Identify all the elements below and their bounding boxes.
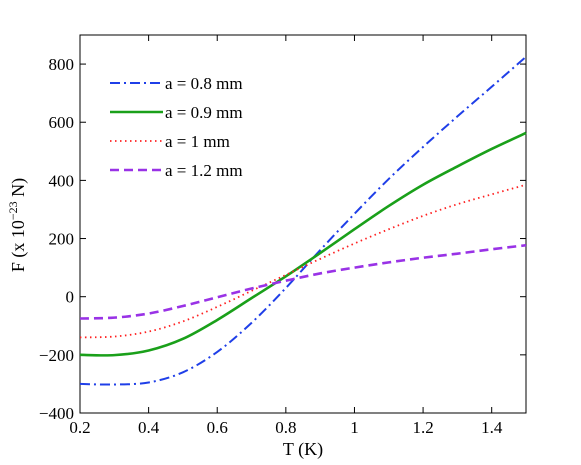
- x-tick-label: 0.6: [207, 418, 228, 437]
- x-axis-ticks: 0.2 0.4 0.6 0.8 1 1.2 1.4: [69, 35, 503, 437]
- x-tick-label: 1: [350, 418, 359, 437]
- y-tick-label: −200: [39, 346, 74, 365]
- y-axis-label-suffix: N): [8, 178, 29, 202]
- series-line-3: [79, 243, 527, 320]
- x-tick-label: 0.8: [275, 418, 296, 437]
- y-tick-label: 200: [49, 230, 75, 249]
- y-tick-label: 0: [66, 288, 75, 307]
- x-tick-label: 1.2: [412, 418, 433, 437]
- series-line-2: [79, 183, 527, 339]
- y-axis-label: F (x 10−23 N): [6, 178, 29, 272]
- y-tick-label: −400: [39, 404, 74, 423]
- legend-entry-label: a = 0.9 mm: [165, 103, 243, 122]
- legend-entry-label: a = 1 mm: [165, 132, 230, 151]
- x-axis-label: T (K): [283, 439, 323, 460]
- series-line-1: [79, 131, 527, 357]
- series-layer: [79, 56, 527, 386]
- legend-entry-label: a = 1.2 mm: [165, 161, 243, 180]
- legend: a = 0.8 mm a = 0.9 mm a = 1 mm a = 1.2 mm: [110, 74, 243, 180]
- x-tick-label: 0.4: [138, 418, 160, 437]
- y-tick-label: 600: [49, 113, 75, 132]
- plot-frame: [79, 34, 527, 414]
- y-tick-label: 800: [49, 55, 75, 74]
- x-tick-label: 0.2: [69, 418, 90, 437]
- y-axis-ticks: −400 −200 0 200 400 600 800: [39, 55, 526, 423]
- y-axis-label-prefix: F (x 10: [8, 220, 29, 272]
- legend-entry-label: a = 0.8 mm: [165, 74, 243, 93]
- y-axis-label-exponent: −23: [6, 201, 20, 220]
- y-tick-label: 400: [49, 171, 75, 190]
- x-tick-label: 1.4: [481, 418, 503, 437]
- series-line-0: [79, 56, 527, 386]
